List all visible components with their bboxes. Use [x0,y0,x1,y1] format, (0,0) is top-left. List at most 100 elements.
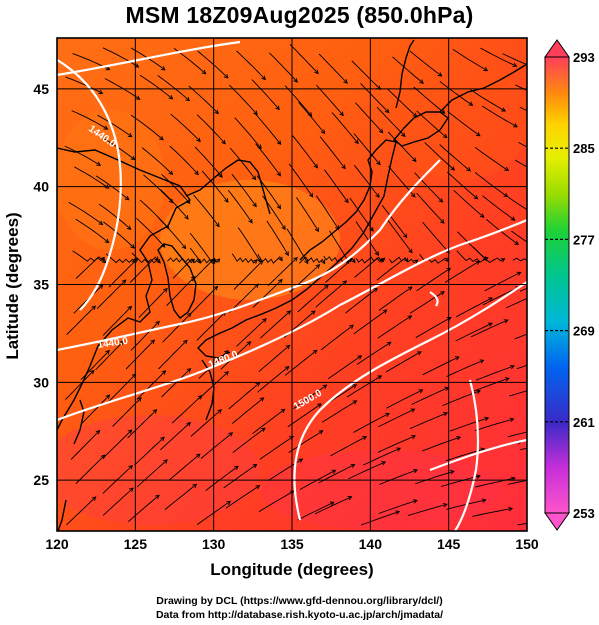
streamline-arrow [314,227,319,233]
streamline [446,359,484,378]
streamline-arrow [228,432,234,437]
streamline-arrow [310,310,316,315]
streamline [68,202,103,225]
streamline [293,384,327,409]
streamline [509,390,527,397]
streamline [225,485,260,509]
streamline-arrow [413,499,418,504]
y-axis-label: Latitude (degrees) [3,212,22,359]
streamline [348,461,386,480]
streamline [286,228,309,264]
streamline [194,146,223,178]
streamline-arrow [298,458,304,463]
colorbar: 293 285 277 269 261 253 [544,39,595,531]
streamline-arrow [473,194,479,200]
streamline [409,412,448,430]
streamline-arrow [501,107,507,112]
streamline [502,53,527,66]
streamline [232,427,266,454]
streamline-arrow [401,132,406,138]
streamline [237,227,261,262]
streamline-arrow [508,506,514,512]
streamline-arrow [321,259,326,265]
streamline [363,447,401,466]
streamline [353,164,380,198]
streamline-arrow [484,416,490,422]
map-title: MSM 18Z09Aug2025 (850.0hPa) [125,2,474,28]
streamline-arrow [126,225,132,231]
streamline-arrow [318,430,324,435]
streamline [231,173,257,207]
streamline [236,50,266,80]
streamline [356,341,392,365]
streamline [193,194,220,227]
streamline [385,351,422,373]
streamline [200,432,233,459]
streamline-arrow [514,240,519,246]
streamline [102,487,134,516]
streamline [355,102,384,134]
streamline-arrow [281,225,286,231]
streamline [416,192,445,224]
streamline-arrow [284,251,289,257]
streamline-arrow [380,257,386,263]
streamline [475,477,515,488]
streamline [128,494,160,522]
streamline [259,436,294,460]
streamline [439,81,473,106]
streamline [386,389,423,409]
streamline [314,496,352,515]
streamline [377,315,412,339]
streamline-arrow [183,339,188,345]
streamline-arrow [407,315,413,320]
streamline-arrow [410,408,416,413]
streamline [355,256,384,264]
streamline [378,499,418,514]
streamline [158,217,186,249]
streamline [70,430,100,460]
streamline-arrow [374,251,380,256]
plot-frame [56,37,528,532]
streamline [377,435,416,453]
streamline [257,366,290,393]
streamline-arrow [284,366,290,371]
streamline-arrow [168,170,174,176]
streamline-arrow [278,256,283,262]
streamline-arrow [137,397,142,402]
streamline [355,221,379,256]
streamline-arrow [339,111,344,117]
streamline [228,84,258,115]
streamline [392,56,424,84]
streamline-arrow [280,408,286,414]
streamline-arrow [163,287,168,293]
streamline [266,220,289,256]
streamline-arrow [155,494,160,500]
streamline-arrow [449,469,455,475]
streamline-arrow [276,140,282,146]
streamline-arrow [440,291,445,296]
colorbar-label: 269 [573,324,595,339]
x-tick-label: 125 [124,536,148,552]
x-tick-label: 145 [437,536,461,552]
streamline [298,102,325,134]
streamline [416,268,451,292]
colorbar-label: 261 [573,415,595,430]
streamline-arrow [89,369,95,375]
streamline-arrow [314,69,319,75]
streamline [411,387,449,405]
streamline-arrow [396,447,402,452]
streamline-arrow [119,340,125,345]
streamline-arrow [315,264,321,269]
streamline [229,283,259,313]
streamline [267,458,303,481]
streamline [196,311,226,341]
streamline-arrow [226,500,232,506]
streamline [160,189,189,220]
streamline [75,454,106,485]
streamline [422,221,450,254]
streamline [125,339,155,370]
streamline [287,403,322,428]
streamline-arrow [404,257,409,263]
streamline [409,50,442,77]
streamline [288,430,324,453]
